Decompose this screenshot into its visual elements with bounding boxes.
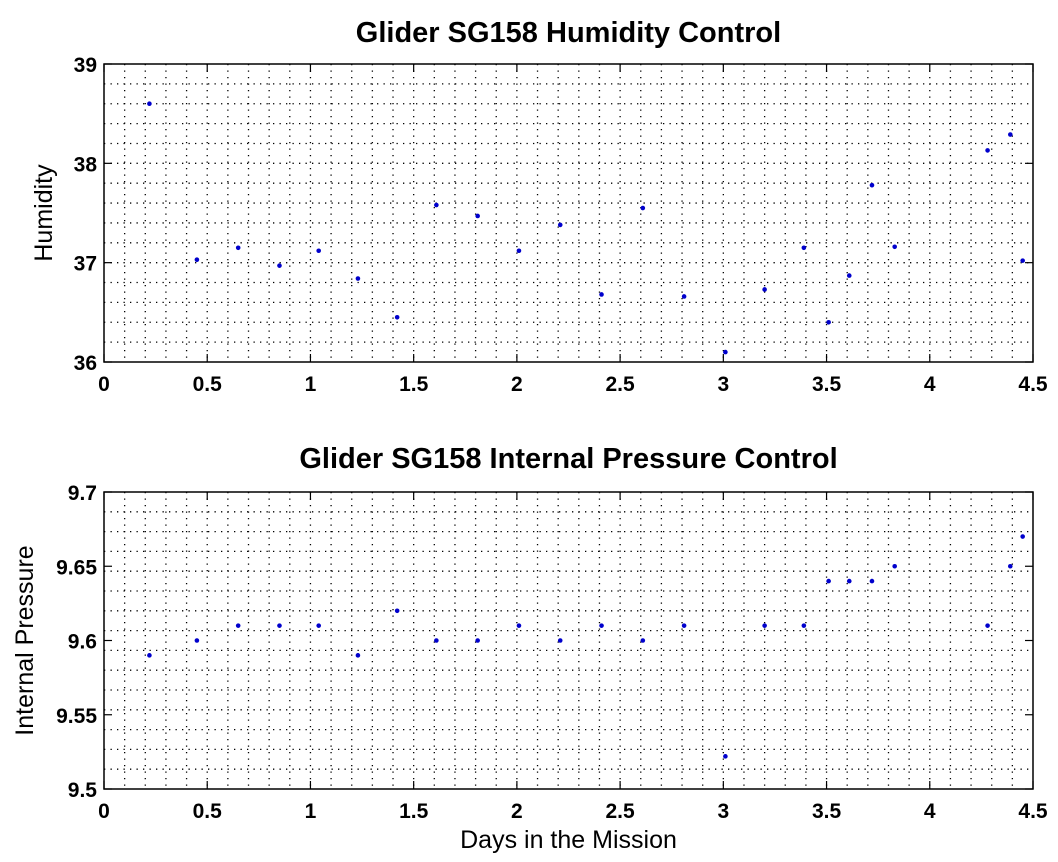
data-point [801,245,807,251]
data-point [235,245,241,251]
x-tick-label: 0 [98,800,110,823]
data-point [194,257,200,262]
data-point [355,653,361,658]
data-point [762,623,767,628]
data-point [434,638,439,643]
data-point [557,638,563,643]
chart-title: Glider SG158 Internal Pressure Control [299,443,837,475]
y-tick-label: 9.6 [68,631,97,654]
x-tick-label: 3.5 [812,800,842,823]
data-point [557,222,563,228]
x-tick-label: 3 [717,800,729,823]
data-point [826,319,831,325]
data-point [434,202,439,208]
data-point [1007,132,1013,137]
data-point [316,248,322,254]
data-point [599,623,604,628]
y-tick-label: 9.5 [68,779,98,802]
data-point [723,349,728,355]
y-tick-label: 36 [74,352,97,375]
x-tick-label: 0.5 [193,373,223,396]
y-axis-label: Humidity [30,164,58,262]
x-tick-label: 0 [98,373,110,396]
data-point [985,148,990,153]
data-point [194,638,200,643]
x-tick-label: 2.5 [606,373,636,396]
plot-frame [103,491,1034,790]
data-point [1007,563,1013,569]
data-point [394,608,400,614]
x-tick-label: 0.5 [193,800,223,823]
data-point [1020,534,1025,539]
data-point [985,623,990,628]
data-point [516,248,522,254]
data-point [723,754,728,759]
data-point [869,578,875,584]
x-tick-label: 2 [511,373,523,396]
data-point [147,101,152,107]
data-point [316,623,322,628]
data-point [147,653,152,658]
data-point [681,623,687,628]
data-point [826,578,831,584]
x-tick-label: 4.5 [1018,373,1048,396]
plot-frame [103,63,1034,363]
x-tick-label: 4 [924,373,936,396]
data-point [762,287,767,292]
x-tick-label: 1.5 [399,373,429,396]
x-tick-label: 2 [511,800,523,823]
x-tick-label: 3 [717,373,729,396]
y-tick-label: 9.65 [56,556,97,579]
data-point [640,638,646,643]
y-tick-label: 39 [74,54,97,77]
y-tick-label: 9.7 [68,482,97,505]
data-point [801,623,807,628]
x-tick-label: 1 [305,800,317,823]
y-tick-label: 37 [74,253,97,276]
data-point [681,294,687,299]
data-point [846,273,852,278]
data-point [475,638,480,643]
y-tick-label: 9.55 [56,705,97,728]
x-tick-label: 1 [305,373,317,396]
y-tick-label: 38 [74,153,98,176]
data-point [394,315,400,320]
data-point [846,578,852,584]
data-point [892,244,897,250]
data-point [892,563,897,569]
data-point [277,263,282,268]
data-point [1020,258,1025,263]
y-axis-label: Internal Pressure [11,545,39,735]
data-point [235,623,241,628]
x-tick-label: 2.5 [606,800,636,823]
x-tick-label: 1.5 [399,800,429,823]
x-axis-label: Days in the Mission [460,826,677,854]
chart-title: Glider SG158 Humidity Control [356,17,781,49]
data-point [355,276,361,281]
data-point [475,213,480,219]
data-point [640,205,646,211]
x-tick-label: 4.5 [1018,800,1048,823]
data-point [277,623,282,628]
x-tick-label: 3.5 [812,373,842,396]
x-tick-label: 4 [924,800,936,823]
data-point [516,623,522,628]
data-point [869,182,875,188]
data-point [599,292,604,297]
